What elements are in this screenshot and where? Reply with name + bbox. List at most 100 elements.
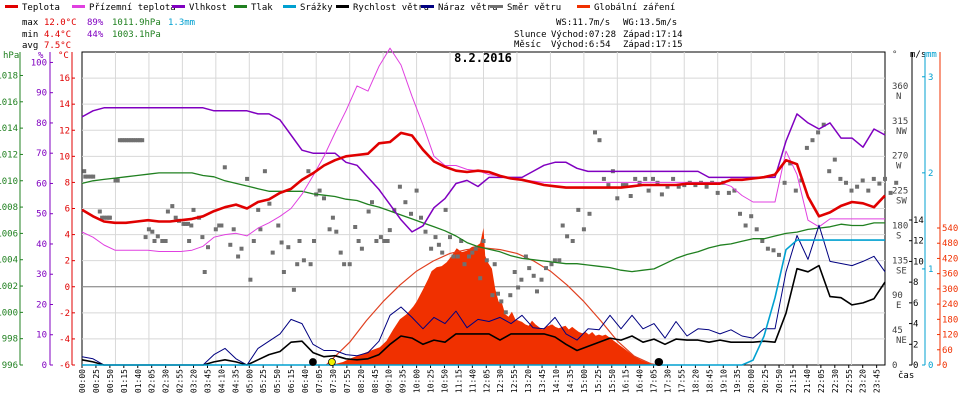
wind-direction-point [765, 246, 770, 251]
wind-direction-point [508, 293, 513, 298]
x-tick-label: 05:00 [245, 369, 254, 393]
wind-direction-point [467, 254, 471, 259]
wind-direction-point [448, 235, 452, 240]
x-tick-label: 12:05 [482, 369, 491, 393]
legend-item-1: Teplota [5, 3, 60, 13]
wind-direction-point [484, 258, 489, 263]
wind-direction-point [593, 130, 597, 135]
temp-tick-label: 14 [59, 100, 70, 110]
hpa-axis-label: hPa [3, 51, 19, 61]
wind-direction-point [804, 145, 809, 150]
wind-direction-point [236, 254, 241, 259]
temp-tick-label: 4 [65, 231, 70, 241]
series-solar-clear-sky [325, 247, 658, 366]
wind-direction-point [570, 239, 575, 243]
stat-min-label: min [22, 30, 38, 40]
pct-tick-label: 0 [42, 361, 47, 371]
stat-min-press: 1003.1hPa [112, 30, 161, 40]
wind-direction-point [359, 246, 364, 251]
wind-direction-point [544, 266, 548, 271]
wind-direction-point [576, 207, 581, 212]
wind-direction-point [126, 138, 131, 143]
mm-tick-label: 1 [928, 265, 933, 275]
mm-tick-label: 2 [928, 169, 933, 179]
wind-direction-point [138, 138, 142, 143]
wind-direction-point [754, 227, 759, 232]
wind-direction-point [88, 174, 93, 179]
wind-direction-point [160, 239, 165, 243]
x-tick-label: 17:05 [650, 369, 659, 393]
wind-direction-point [749, 214, 754, 219]
stat-avg-label: avg [22, 41, 38, 51]
legend-label: Vlhkost [189, 3, 227, 13]
wind-direction-point [782, 180, 787, 185]
legend-label: Přízemní teplota [89, 3, 176, 13]
wind-direction-point [306, 169, 311, 174]
ms-tick-label: 14 [913, 216, 924, 226]
wind-direction-point [117, 138, 122, 143]
wm2-tick-label: 120 [942, 331, 958, 341]
stat-ws: WS:11.7m/s [556, 18, 610, 28]
stat-sun-label: Slunce [514, 30, 547, 40]
ms-axis-label: m/s [910, 50, 926, 60]
x-tick-label: 23:45 [873, 369, 882, 393]
wind-direction-point [219, 223, 224, 228]
dir-tick-label: 360 [892, 82, 908, 92]
wind-direction-point [816, 130, 821, 135]
wind-direction-point [565, 234, 570, 239]
wind-direction-point [490, 293, 495, 298]
wind-direction-point [245, 176, 250, 181]
ms-tick-label: 6 [913, 299, 918, 309]
wind-direction-point [279, 240, 284, 245]
wind-direction-point [838, 176, 843, 181]
wind-direction-point [217, 223, 222, 228]
wm2-tick-label: 180 [942, 315, 958, 325]
wind-direction-point [82, 169, 87, 174]
x-tick-label: 07:55 [343, 369, 352, 393]
wind-direction-point [760, 239, 765, 243]
x-tick-label: 22:05 [817, 369, 826, 393]
wind-direction-point [124, 138, 129, 143]
dir-tick-label: 270 [892, 152, 908, 162]
wind-direction-point [877, 181, 882, 186]
wind-direction-point [322, 196, 326, 201]
temp-tick-label: 16 [59, 74, 70, 84]
wind-direction-point [704, 184, 709, 189]
wind-direction-point [414, 188, 419, 193]
series-wind-speed [81, 264, 886, 366]
wind-direction-point [113, 178, 118, 183]
stat-max-press: 1011.9hPa [112, 18, 161, 28]
wind-direction-point [423, 229, 428, 234]
series-humidity [81, 107, 886, 233]
x-tick-label: 19:10 [719, 369, 728, 393]
stat-max-hum: 89% [87, 18, 104, 28]
wind-direction-point [676, 184, 681, 189]
wind-direction-point [455, 254, 460, 259]
x-tick-label: 16:40 [636, 369, 645, 393]
dir-compass-label: SW [896, 197, 907, 207]
wm2-tick-label: 300 [942, 285, 958, 295]
x-tick-label: 12:30 [496, 369, 505, 393]
wind-direction-point [183, 221, 188, 226]
hpa-tick-label: 996 [2, 361, 18, 371]
series-pressure [81, 172, 885, 273]
x-tick-label: 10:50 [440, 369, 449, 393]
wind-direction-point [317, 188, 322, 193]
legend-swatch [283, 5, 296, 8]
legend-label: Globální záření [594, 3, 675, 13]
stat-avg-temp: 7.5°C [44, 41, 71, 51]
x-tick-label: 13:45 [538, 369, 547, 393]
wind-direction-point [771, 248, 776, 253]
temp-tick-label: -2 [59, 309, 70, 319]
stat-max-rain: 1.3mm [168, 18, 195, 28]
wind-direction-point [519, 277, 524, 282]
wind-direction-point [146, 227, 151, 232]
hpa-tick-label: 1018 [0, 71, 18, 81]
wind-direction-point [83, 174, 88, 179]
wind-direction-point [129, 138, 134, 143]
wind-direction-point [601, 176, 606, 181]
dir-tick-label: 0 [892, 361, 897, 371]
wind-direction-point [743, 223, 748, 228]
